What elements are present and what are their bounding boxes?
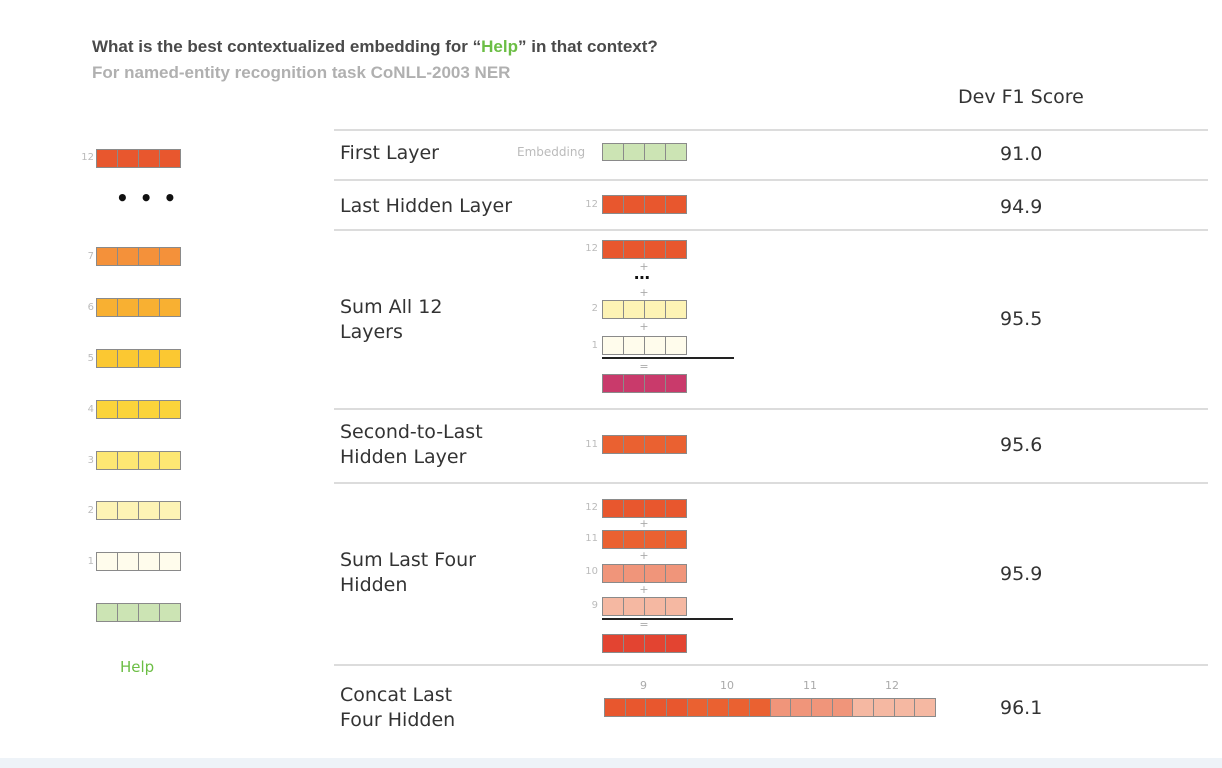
input-word-help: Help xyxy=(120,658,155,676)
title-suffix: ” in that context? xyxy=(518,37,658,56)
concat-result-vector xyxy=(604,698,936,717)
layer-number: 1 xyxy=(591,340,598,351)
sum-line xyxy=(602,357,734,359)
layer-vector-5 xyxy=(96,349,181,368)
layer-number: 12 xyxy=(585,199,598,210)
title-highlight-word: Help xyxy=(481,37,518,56)
layer-vector-6 xyxy=(96,298,181,317)
layer-vector-2 xyxy=(602,300,687,319)
equals-sign: = xyxy=(639,618,649,631)
layer-number: 11 xyxy=(803,679,817,692)
layer-number: 12 xyxy=(885,679,899,692)
layer-vector-12 xyxy=(96,149,181,168)
plus-sign: + xyxy=(639,549,649,562)
layer-number: 9 xyxy=(640,679,647,692)
layer-number: 12 xyxy=(585,243,598,254)
layer-vector-12 xyxy=(602,240,687,259)
title-prefix: What is the best contextualized embeddin… xyxy=(92,37,482,56)
row-divider xyxy=(334,179,1208,181)
row-divider xyxy=(334,229,1208,231)
score-concat-last-four-hidden: 96.1 xyxy=(1000,697,1043,719)
layer-vector-4 xyxy=(96,400,181,419)
sum-line xyxy=(602,618,733,620)
layer-vector-11 xyxy=(602,435,687,454)
embedding-tag: Embedding xyxy=(517,145,586,159)
layer-number: 5 xyxy=(87,353,94,364)
subtitle: For named-entity recognition task CoNLL-… xyxy=(92,63,511,82)
plus-sign: + xyxy=(639,320,649,333)
row-divider xyxy=(334,129,1208,131)
layer-number: 9 xyxy=(591,600,598,611)
layer-number: 7 xyxy=(87,251,94,262)
sum-all-result-vector xyxy=(602,374,687,393)
score-second-to-last-hidden-layer: 95.6 xyxy=(1000,434,1043,456)
layer-vector-1 xyxy=(602,336,687,355)
ellipsis: ⋯ xyxy=(634,268,652,287)
layer-vector-12 xyxy=(602,499,687,518)
sum-last-four-result-vector xyxy=(602,634,687,653)
embedding-vector xyxy=(96,603,181,622)
layer-vector-3 xyxy=(96,451,181,470)
ellipsis: • • • xyxy=(116,186,179,210)
equals-sign: = xyxy=(639,360,649,373)
column-header-dev-f1: Dev F1 Score xyxy=(958,86,1084,108)
bottom-bar xyxy=(0,758,1222,768)
layer-number: 10 xyxy=(585,566,598,577)
row-divider xyxy=(334,482,1208,484)
layer-number: 10 xyxy=(720,679,734,692)
row-divider xyxy=(334,664,1208,666)
layer-vector-7 xyxy=(96,247,181,266)
layer-number: 1 xyxy=(87,556,94,567)
score-sum-last-four-hidden: 95.9 xyxy=(1000,563,1043,585)
score-first-layer: 91.0 xyxy=(1000,143,1043,165)
row-label-concat-last-four-hidden: Concat Last Four Hidden xyxy=(340,684,456,731)
layer-vector-2 xyxy=(96,501,181,520)
left-layer-stack: 12 • • • 7 6 5 4 3 2 1 xyxy=(60,140,190,680)
score-last-hidden-layer: 94.9 xyxy=(1000,196,1043,218)
plus-sign: + xyxy=(639,517,649,530)
row-label-last-hidden-layer: Last Hidden Layer xyxy=(340,195,513,217)
row-divider xyxy=(334,408,1208,410)
layer-vector-10 xyxy=(602,564,687,583)
layer-vector-9 xyxy=(602,597,687,616)
layer-number: 4 xyxy=(87,404,94,415)
layer-number: 6 xyxy=(87,302,94,313)
row-label-first-layer: First Layer xyxy=(340,142,439,164)
layer-number: 2 xyxy=(87,505,94,516)
plus-sign: + xyxy=(639,260,649,273)
layer-vector-11 xyxy=(602,530,687,549)
plus-sign: + xyxy=(639,583,649,596)
plus-sign: + xyxy=(639,286,649,299)
layer-number: 12 xyxy=(81,152,94,163)
row-label-sum-last-four-hidden: Sum Last Four Hidden xyxy=(340,549,476,596)
layer-number: 2 xyxy=(591,303,598,314)
embedding-vector xyxy=(602,143,687,161)
layer-vector-1 xyxy=(96,552,181,571)
score-sum-all-12-layers: 95.5 xyxy=(1000,308,1043,330)
layer-vector-12 xyxy=(602,195,687,214)
page-title: What is the best contextualized embeddin… xyxy=(92,37,658,57)
layer-number: 3 xyxy=(87,455,94,466)
row-label-second-to-last-hidden-layer: Second-to-Last Hidden Layer xyxy=(340,421,483,468)
row-label-sum-all-12-layers: Sum All 12 Layers xyxy=(340,296,443,343)
layer-number: 11 xyxy=(585,439,598,450)
layer-number: 12 xyxy=(585,502,598,513)
layer-number: 11 xyxy=(585,533,598,544)
